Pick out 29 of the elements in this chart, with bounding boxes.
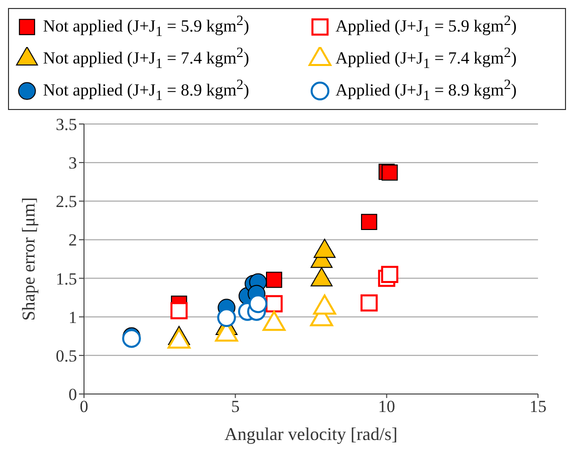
x-tick-label: 10 xyxy=(378,397,396,416)
point xyxy=(122,329,141,348)
y-axis-title: Shape error [μm] xyxy=(18,197,38,321)
legend-label: Not applied (J+J$_{1}$ = 7.4 kgm$^{2}$) xyxy=(43,45,250,74)
point xyxy=(248,294,268,314)
y-tick-label: 1.5 xyxy=(56,269,77,288)
y-tick-label: 3.5 xyxy=(56,115,77,134)
point xyxy=(265,295,283,312)
x-axis-title: Angular velocity [rad/s] xyxy=(224,424,398,444)
point xyxy=(266,272,282,288)
legend-label: Not applied (J+J$_{1}$ = 8.9 kgm$^{2}$) xyxy=(43,77,250,106)
y-tick-label: 3 xyxy=(68,154,77,173)
y-tick-label: 1 xyxy=(68,308,77,328)
point xyxy=(360,294,378,312)
point xyxy=(170,302,188,320)
legend-label: Not applied (J+J$_{1}$ = 5.9 kgm$^{2}$) xyxy=(43,13,250,42)
y-tick-label: 0 xyxy=(68,385,77,404)
x-tick-label: 15 xyxy=(530,397,546,416)
x-tick-label: 5 xyxy=(231,397,240,416)
point xyxy=(382,164,398,181)
point xyxy=(217,308,236,328)
y-tick-label: 0.5 xyxy=(56,346,77,366)
y-tick-label: 2.5 xyxy=(56,192,77,212)
point xyxy=(361,214,378,230)
legend-label: Applied (J+J$_{1}$ = 8.9 kgm$^{2}$) xyxy=(336,77,517,106)
legend-label: Applied (J+J$_{1}$ = 7.4 kgm$^{2}$) xyxy=(336,45,517,74)
point xyxy=(381,266,398,284)
legend-label: Applied (J+J$_{1}$ = 5.9 kgm$^{2}$) xyxy=(336,13,517,42)
y-tick-label: 2 xyxy=(68,230,77,250)
